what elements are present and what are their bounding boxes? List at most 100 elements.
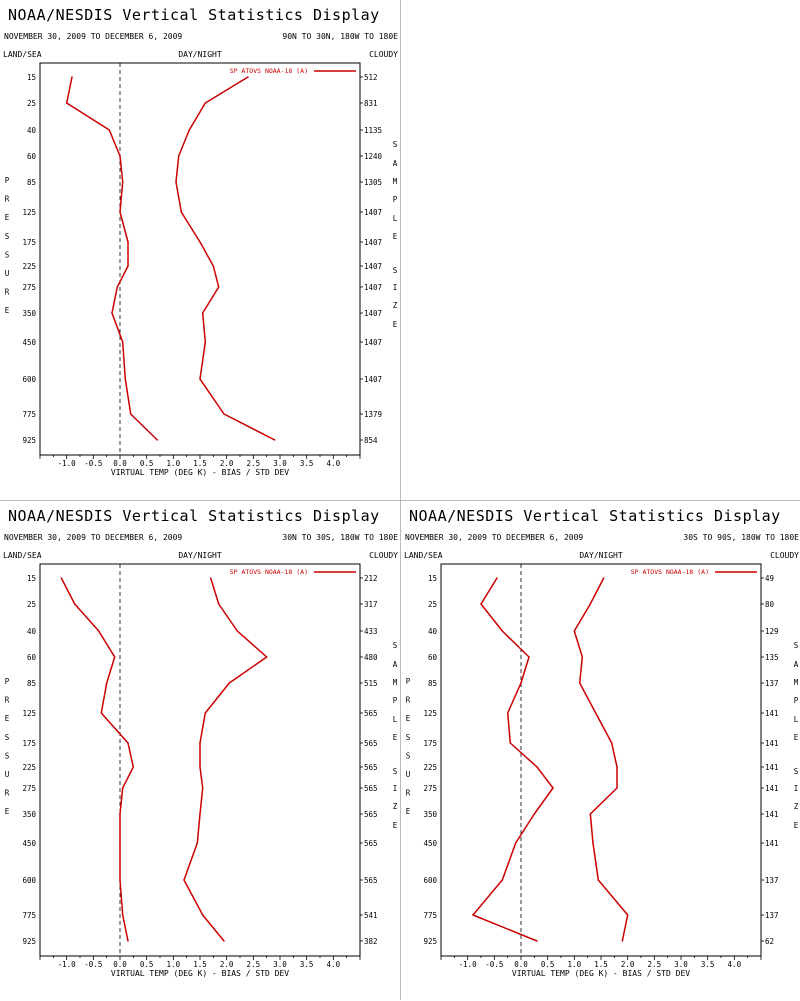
y-axis-label-letter: U — [5, 770, 10, 779]
sample-size-label: 49 — [765, 574, 774, 583]
data-point-std-dev — [212, 265, 215, 267]
right-axis-label-letter: P — [794, 696, 799, 705]
x-tick-label: 0.0 — [514, 960, 528, 969]
sample-size-label: 135 — [765, 653, 779, 662]
pressure-tick-label: 275 — [22, 784, 36, 793]
x-tick-label: -0.5 — [84, 459, 102, 468]
right-axis-label-letter: I — [794, 784, 799, 793]
x-tick-label: -1.0 — [58, 960, 77, 969]
pressure-tick-label: 450 — [423, 839, 437, 848]
x-tick-label: -1.0 — [459, 960, 478, 969]
pressure-tick-label: 25 — [428, 600, 437, 609]
right-axis-label-letter: M — [393, 678, 398, 687]
pressure-tick-label: 275 — [22, 283, 36, 292]
data-point-std-dev — [597, 879, 600, 881]
land-sea-label: LAND/SEA — [404, 551, 443, 560]
data-point-std-dev — [616, 766, 618, 768]
vertical-stats-chart: NOAA/NESDIS Vertical Statistics Display N… — [3, 507, 398, 978]
data-point-bias — [501, 630, 504, 632]
right-axis-label-letter: E — [393, 733, 398, 742]
pressure-tick-label: 450 — [22, 839, 36, 848]
right-axis-label-letter: S — [393, 641, 398, 650]
x-tick-label: -1.0 — [58, 459, 77, 468]
series-line-std-dev — [573, 577, 629, 942]
sample-size-label: 1407 — [364, 262, 382, 271]
data-point-bias — [105, 682, 108, 684]
x-tick-label: 0.5 — [140, 960, 154, 969]
vertical-stats-chart: NOAA/NESDIS Vertical Statistics Display N… — [404, 507, 799, 978]
land-sea-label: LAND/SEA — [3, 50, 42, 59]
data-point-std-dev — [201, 914, 204, 916]
y-axis-label-letter: R — [406, 789, 411, 798]
chart-panel-south: NOAA/NESDIS Vertical Statistics Display N… — [401, 501, 800, 1001]
land-sea-label: LAND/SEA — [3, 551, 42, 560]
y-axis-label-letter: R — [406, 696, 411, 705]
data-point-bias — [552, 787, 554, 789]
pressure-tick-label: 775 — [22, 911, 36, 920]
x-tick-label: 2.0 — [621, 960, 635, 969]
x-tick-label: 0.5 — [140, 459, 154, 468]
data-point-std-dev — [581, 656, 584, 658]
pressure-tick-label: 125 — [22, 208, 36, 217]
sample-size-label: 1240 — [364, 152, 383, 161]
x-axis-label: VIRTUAL TEMP (DEG K) - BIAS / STD DEV — [111, 468, 289, 477]
right-axis-label-letter: I — [393, 283, 398, 292]
chart-panel-tropics: NOAA/NESDIS Vertical Statistics Display N… — [0, 501, 400, 1001]
right-axis-label-letter: I — [393, 784, 398, 793]
data-point-std-dev — [199, 766, 201, 768]
y-axis-label-letter: R — [5, 288, 10, 297]
legend-label: SP ATOVS NOAA-18 (A) — [230, 67, 308, 75]
sample-size-label: 565 — [364, 763, 378, 772]
sample-size-label: 137 — [765, 679, 779, 688]
data-point-bias — [108, 129, 111, 131]
pressure-tick-label: 125 — [423, 709, 437, 718]
y-axis-label-letter: E — [5, 306, 10, 315]
data-point-bias — [119, 842, 121, 844]
data-point-bias — [506, 712, 509, 714]
pressure-tick-label: 350 — [22, 810, 36, 819]
pressure-tick-label: 600 — [22, 876, 36, 885]
region-label: 30N TO 30S, 180W TO 180E — [282, 533, 398, 542]
pressure-tick-label: 450 — [22, 338, 36, 347]
chart-title: NOAA/NESDIS Vertical Statistics Display — [409, 507, 781, 525]
data-point-bias — [496, 577, 498, 579]
right-axis-label-letter: A — [794, 660, 799, 669]
y-axis-label-letter: E — [5, 714, 10, 723]
data-point-std-dev — [578, 682, 581, 684]
data-point-bias — [100, 712, 103, 714]
pressure-tick-label: 15 — [27, 574, 36, 583]
sample-size-label: 515 — [364, 679, 378, 688]
right-axis-label-letter: E — [393, 320, 398, 329]
data-point-bias — [501, 879, 504, 881]
date-range: NOVEMBER 30, 2009 TO DECEMBER 6, 2009 — [405, 533, 583, 542]
data-point-std-dev — [204, 712, 207, 714]
pressure-tick-label: 775 — [423, 911, 437, 920]
data-point-std-dev — [621, 940, 624, 942]
chart-title: NOAA/NESDIS Vertical Statistics Display — [8, 507, 380, 525]
data-point-std-dev — [273, 439, 276, 441]
data-point-std-dev — [196, 842, 199, 844]
cloudy-label: CLOUDY — [369, 50, 398, 59]
x-tick-label: 3.0 — [273, 459, 287, 468]
right-axis-label-letter: E — [794, 733, 799, 742]
x-tick-label: 0.0 — [113, 459, 127, 468]
data-point-bias — [60, 577, 63, 579]
data-point-bias — [156, 439, 159, 441]
data-point-std-dev — [204, 102, 207, 104]
sample-size-label: 1407 — [364, 283, 382, 292]
plot-frame — [440, 563, 762, 957]
x-tick-label: 0.0 — [113, 960, 127, 969]
x-tick-label: 1.5 — [193, 459, 207, 468]
series-line-bias — [65, 76, 158, 441]
pressure-tick-label: 925 — [423, 937, 437, 946]
right-axis-label-letter: E — [794, 821, 799, 830]
data-point-bias — [533, 813, 536, 815]
pressure-tick-label: 85 — [27, 178, 36, 187]
x-axis-label: VIRTUAL TEMP (DEG K) - BIAS / STD DEV — [111, 969, 289, 978]
y-axis-label-letter: S — [406, 733, 411, 742]
right-axis-label-letter: L — [393, 715, 398, 724]
pressure-tick-label: 925 — [22, 436, 36, 445]
x-tick-label: 1.5 — [594, 960, 608, 969]
data-point-bias — [132, 766, 135, 768]
sample-size-label: 565 — [364, 876, 378, 885]
